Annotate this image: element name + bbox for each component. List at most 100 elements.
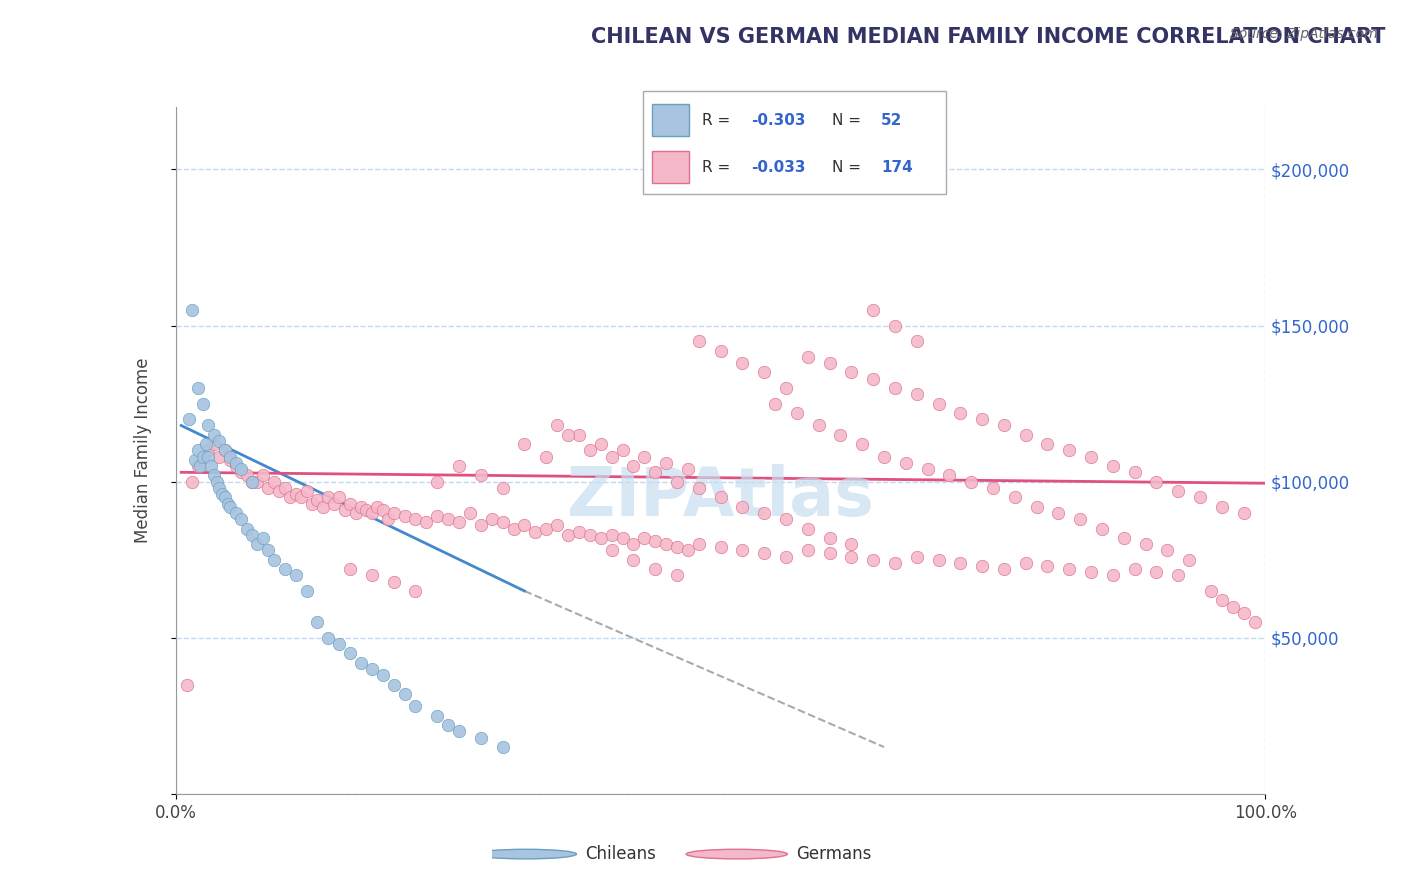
Point xyxy=(938,468,960,483)
Point xyxy=(197,418,219,433)
Point xyxy=(394,687,416,701)
Point xyxy=(775,549,797,564)
Point xyxy=(202,468,225,483)
Point xyxy=(797,543,820,558)
Point xyxy=(949,406,972,420)
Point xyxy=(710,541,733,555)
Text: 174: 174 xyxy=(882,160,912,175)
Point xyxy=(688,537,710,551)
Point xyxy=(214,443,236,458)
Point xyxy=(841,537,863,551)
Point xyxy=(426,508,449,523)
Point xyxy=(371,668,394,682)
Text: Germans: Germans xyxy=(796,845,872,863)
Point xyxy=(225,506,247,520)
Point xyxy=(557,427,579,442)
Point xyxy=(350,500,373,514)
Point xyxy=(1112,531,1135,545)
Point xyxy=(534,521,557,535)
Point xyxy=(1146,475,1168,489)
Point xyxy=(644,533,666,548)
Point xyxy=(202,437,225,451)
Point xyxy=(437,718,460,732)
Point xyxy=(644,466,666,480)
Point xyxy=(318,631,340,645)
Point xyxy=(405,583,427,598)
Point xyxy=(600,450,623,464)
Point xyxy=(928,396,950,410)
Point xyxy=(240,475,263,489)
Point xyxy=(235,521,257,535)
Point xyxy=(252,468,274,483)
Point xyxy=(214,443,236,458)
Point xyxy=(217,496,239,510)
Point xyxy=(470,468,492,483)
Point xyxy=(993,418,1015,433)
Point xyxy=(502,521,524,535)
Point xyxy=(754,546,776,561)
Point xyxy=(177,412,200,426)
Point xyxy=(621,552,644,567)
Point xyxy=(382,574,405,589)
Point xyxy=(219,452,242,467)
Point xyxy=(688,334,710,348)
Point xyxy=(328,637,350,651)
Point xyxy=(318,490,340,504)
Point xyxy=(1135,537,1157,551)
Point xyxy=(197,443,219,458)
Point xyxy=(513,437,536,451)
Point xyxy=(589,437,612,451)
Point xyxy=(1146,566,1168,580)
Point xyxy=(181,303,204,318)
Point xyxy=(754,366,776,380)
FancyBboxPatch shape xyxy=(643,91,946,194)
Point xyxy=(633,531,655,545)
Text: R =: R = xyxy=(702,112,735,128)
Point xyxy=(301,496,323,510)
Point xyxy=(1015,427,1038,442)
Point xyxy=(1102,568,1125,582)
Point xyxy=(361,506,384,520)
Point xyxy=(928,552,950,567)
Point xyxy=(818,546,841,561)
Text: -0.033: -0.033 xyxy=(751,160,806,175)
Circle shape xyxy=(475,849,576,859)
Point xyxy=(1036,437,1059,451)
Point xyxy=(568,427,591,442)
Point xyxy=(371,502,394,516)
Point xyxy=(960,475,983,489)
Point xyxy=(356,502,378,516)
Circle shape xyxy=(686,849,787,859)
Point xyxy=(797,521,820,535)
Point xyxy=(655,456,678,470)
Point xyxy=(1156,543,1178,558)
Point xyxy=(240,527,263,541)
Point xyxy=(447,458,470,473)
Point xyxy=(426,475,449,489)
Point xyxy=(524,524,547,539)
Text: ZIPAtlas: ZIPAtlas xyxy=(567,465,875,530)
Point xyxy=(797,350,820,364)
Point xyxy=(731,543,754,558)
Point xyxy=(546,518,568,533)
Point xyxy=(1091,521,1114,535)
Point xyxy=(676,543,699,558)
Point xyxy=(862,552,884,567)
Point xyxy=(612,531,634,545)
Point xyxy=(873,450,896,464)
Point xyxy=(1102,458,1125,473)
Point xyxy=(600,527,623,541)
Point xyxy=(1199,583,1222,598)
Point xyxy=(492,481,515,495)
Point xyxy=(339,646,361,660)
Point xyxy=(447,724,470,739)
Point xyxy=(972,412,994,426)
Point xyxy=(278,490,301,504)
Point xyxy=(600,543,623,558)
Point xyxy=(246,537,269,551)
Point xyxy=(307,493,329,508)
Point xyxy=(666,475,689,489)
Point xyxy=(1036,558,1059,574)
Point xyxy=(200,458,222,473)
Point xyxy=(1233,606,1256,620)
